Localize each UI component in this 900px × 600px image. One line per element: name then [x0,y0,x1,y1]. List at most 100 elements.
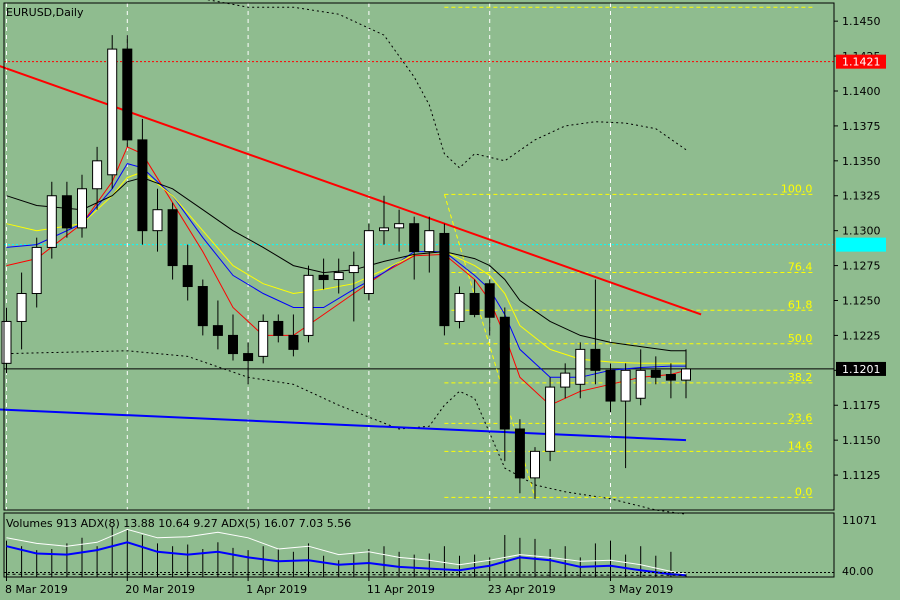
candle [454,286,465,329]
candle-body [469,293,480,315]
candle [530,447,540,499]
candle-body [379,227,389,232]
candle-body [605,369,616,402]
candle-body [243,353,254,362]
price-tick-label: 1.1375 [842,120,881,133]
candle-body [439,232,450,327]
candle-body [394,223,405,229]
price-panel-border [3,2,835,511]
candle-body [197,286,208,327]
candle [605,363,616,413]
candle [303,265,314,343]
candle-body [167,209,178,267]
candle [152,188,163,252]
candle [575,342,586,399]
date-label: 3 May 2019 [609,583,674,596]
fib-level-label: 100.0 [781,182,813,195]
candle [363,223,374,301]
candle [212,300,223,350]
envelope-band-line [206,0,687,169]
date-label: 8 Mar 2019 [5,583,68,596]
candle [424,216,435,273]
price-tick-label: 1.1325 [842,190,881,203]
fib-level-label: 14.6 [788,439,813,452]
candle [650,356,661,385]
price-tick-label: 1.1275 [842,260,881,273]
candle [167,202,178,280]
candle-body [484,283,495,318]
candle-body [348,265,359,274]
candle [665,363,676,399]
candle [469,279,480,318]
candle-body [258,320,269,357]
candle [484,279,495,336]
candle-body [77,188,87,229]
candle-body [16,293,27,322]
date-label: 1 Apr 2019 [246,583,307,596]
adx-minus-di-line [6,573,687,576]
candle [499,307,510,462]
price-tick-label: 1.1125 [842,469,881,482]
cyan-level-marker [836,237,886,252]
candle [635,349,646,406]
candle-body [318,274,329,281]
fib-level-label: 0.0 [795,485,813,498]
candle-body [363,230,374,295]
candle-body [212,325,223,336]
volume-axis-label: 11071 [842,514,877,527]
price-tick-label: 1.1250 [842,294,881,307]
candle [243,342,254,385]
volume-panel [4,526,834,577]
candle-body [182,265,193,288]
candle-body [545,386,556,452]
candle [46,181,57,259]
price-marker-box [836,54,886,69]
volume-axis-label: 40.00 [842,565,874,578]
candle [590,279,601,385]
candle [16,272,27,350]
candle [439,223,450,336]
candle [333,258,344,294]
price-marker-label: 1.1201 [842,363,881,376]
candle [348,251,359,322]
candle [31,237,42,308]
candle [258,314,269,364]
chart-title: EURUSD,Daily [6,6,84,19]
price-tick-label: 1.1400 [842,85,881,98]
candle [61,181,72,238]
price-tick-label: 1.1300 [842,225,881,238]
date-axis: 8 Mar 2019 20 Mar 2019 1 Apr 2019 11 Apr 20… [5,577,673,596]
candle [288,314,299,357]
candle-body [31,246,42,295]
candle-body [620,369,631,402]
candle-body [228,334,238,355]
candle [409,216,420,280]
fib-level-label: 50.0 [788,332,813,345]
candle [394,209,405,252]
chart-frame [3,2,835,578]
date-label: 20 Mar 2019 [125,583,195,596]
candle [514,419,525,494]
price-tick-label: 1.1225 [842,329,881,342]
fib-level-label: 61.8 [788,298,813,311]
candle [379,195,389,245]
candle-body [61,195,72,229]
fibonacci-levels: 100.0 76.4 61.8 50.0 38.2 23.6 14.6 0.0 [443,182,815,498]
candle [545,377,556,462]
candle [560,363,571,399]
candle [1,307,12,374]
candle [318,258,329,290]
support-trendline [0,408,687,442]
candle [137,118,148,245]
candle-body [575,348,586,385]
candle-body [122,48,133,141]
candle [273,314,284,343]
candle-body [92,160,103,190]
candle-body [560,372,571,388]
price-tick-label: 1.1450 [842,15,881,28]
date-label: 23 Apr 2019 [488,583,556,596]
date-label: 11 Apr 2019 [367,583,435,596]
candle-body [514,428,525,479]
